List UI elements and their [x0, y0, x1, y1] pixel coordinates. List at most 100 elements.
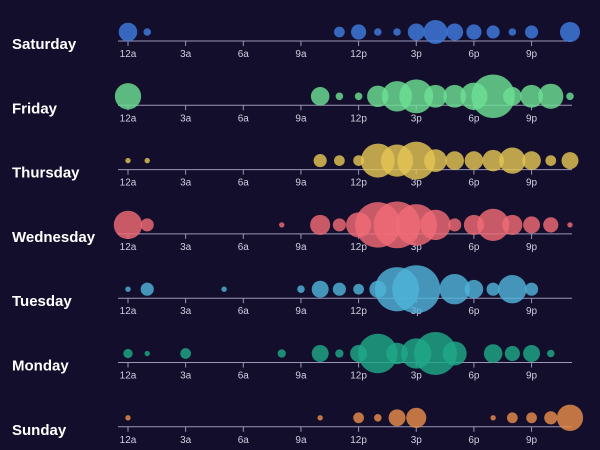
- bubble-monday-h8[interactable]: [277, 349, 286, 358]
- bubble-thursday-h10[interactable]: [313, 154, 327, 168]
- bubble-tuesday-h17[interactable]: [439, 274, 470, 305]
- bubble-friday-h12[interactable]: [354, 92, 363, 101]
- bubble-thursday-h11[interactable]: [334, 155, 345, 166]
- bubble-monday-h20[interactable]: [504, 345, 520, 362]
- x-tick-label: 12a: [120, 306, 137, 317]
- bubble-friday-h10[interactable]: [310, 87, 330, 106]
- bubble-wednesday-h11[interactable]: [332, 218, 346, 232]
- bubble-tuesday-h20[interactable]: [498, 275, 527, 304]
- x-tick-label: 3a: [180, 371, 192, 382]
- bubble-monday-h10[interactable]: [311, 345, 329, 362]
- bubble-monday-h21[interactable]: [523, 345, 541, 362]
- bubble-saturday-h21[interactable]: [524, 25, 539, 39]
- bubble-sunday-h14[interactable]: [388, 409, 406, 427]
- x-tick-label: 12p: [350, 178, 367, 189]
- bubble-saturday-h23[interactable]: [559, 21, 581, 43]
- bubble-wednesday-h0[interactable]: [113, 210, 143, 240]
- x-tick-label: 3a: [180, 306, 192, 317]
- bubble-wednesday-h1[interactable]: [140, 218, 154, 232]
- bubble-wednesday-h22[interactable]: [543, 217, 559, 233]
- bubble-wednesday-h21[interactable]: [523, 216, 541, 234]
- bubble-saturday-h16[interactable]: [423, 20, 448, 44]
- bubble-saturday-h19[interactable]: [486, 25, 500, 39]
- bubble-friday-h17[interactable]: [443, 84, 467, 108]
- bubble-wednesday-h23[interactable]: [567, 222, 573, 228]
- x-tick-label: 6a: [238, 306, 250, 317]
- bubble-monday-h0[interactable]: [123, 348, 133, 359]
- bubble-saturday-h13[interactable]: [374, 28, 382, 36]
- bubble-thursday-h20[interactable]: [499, 147, 526, 174]
- bubble-thursday-h21[interactable]: [522, 151, 541, 170]
- bubble-sunday-h19[interactable]: [490, 415, 496, 421]
- bubble-tuesday-h12[interactable]: [353, 283, 364, 295]
- bubble-monday-h17[interactable]: [442, 341, 467, 366]
- x-tick-label: 6p: [468, 435, 480, 446]
- bubble-friday-h21[interactable]: [520, 84, 543, 108]
- bubble-tuesday-h0[interactable]: [125, 286, 131, 292]
- x-tick-label: 9p: [526, 306, 538, 317]
- bubble-sunday-h22[interactable]: [544, 411, 558, 425]
- bubble-thursday-h0[interactable]: [125, 157, 131, 164]
- bubble-tuesday-h5[interactable]: [221, 286, 227, 292]
- bubble-wednesday-h20[interactable]: [502, 214, 523, 235]
- bubble-saturday-h12[interactable]: [351, 24, 367, 40]
- bubble-sunday-h13[interactable]: [374, 414, 382, 422]
- x-tick-label: 9a: [295, 435, 307, 446]
- bubble-wednesday-h16[interactable]: [420, 209, 451, 241]
- bubble-tuesday-h15[interactable]: [392, 265, 441, 314]
- bubble-monday-h22[interactable]: [546, 349, 555, 358]
- bubble-thursday-h15[interactable]: [397, 141, 436, 180]
- bubble-tuesday-h11[interactable]: [332, 282, 346, 296]
- x-tick-label: 3a: [180, 49, 192, 60]
- bubble-friday-h15[interactable]: [399, 79, 434, 114]
- x-tick-label: 6p: [468, 306, 480, 317]
- bubble-friday-h11[interactable]: [335, 92, 344, 101]
- bubble-tuesday-h19[interactable]: [486, 282, 500, 296]
- bubble-saturday-h17[interactable]: [446, 23, 464, 41]
- bubble-thursday-h17[interactable]: [445, 151, 464, 170]
- bubble-sunday-h21[interactable]: [526, 412, 537, 424]
- bubble-tuesday-h18[interactable]: [464, 279, 484, 299]
- bubble-thursday-h16[interactable]: [424, 149, 447, 172]
- bubble-thursday-h23[interactable]: [561, 152, 579, 170]
- bubble-monday-h19[interactable]: [483, 344, 503, 363]
- bubble-friday-h20[interactable]: [503, 87, 522, 106]
- bubble-saturday-h0[interactable]: [118, 22, 138, 42]
- bubble-saturday-h1[interactable]: [143, 28, 152, 36]
- bubble-monday-h1[interactable]: [144, 350, 150, 357]
- bubble-wednesday-h10[interactable]: [310, 214, 331, 235]
- bubble-thursday-h18[interactable]: [464, 151, 484, 170]
- bubble-sunday-h10[interactable]: [317, 415, 323, 421]
- bubble-saturday-h18[interactable]: [466, 24, 482, 40]
- bubble-saturday-h14[interactable]: [393, 28, 401, 36]
- bubble-wednesday-h17[interactable]: [448, 218, 462, 232]
- bubble-monday-h3[interactable]: [180, 348, 192, 359]
- bubble-sunday-h12[interactable]: [353, 412, 364, 424]
- bubble-friday-h16[interactable]: [424, 84, 447, 108]
- bubble-wednesday-h19[interactable]: [477, 208, 510, 241]
- bubble-tuesday-h21[interactable]: [524, 282, 539, 296]
- bubble-friday-h23[interactable]: [566, 92, 574, 101]
- bubble-friday-h22[interactable]: [538, 83, 564, 109]
- bubble-wednesday-h8[interactable]: [279, 222, 285, 228]
- bubble-sunday-h20[interactable]: [506, 412, 518, 424]
- bubble-sunday-h23[interactable]: [556, 404, 584, 431]
- bubble-thursday-h1[interactable]: [144, 157, 150, 164]
- bubble-tuesday-h9[interactable]: [297, 285, 305, 293]
- bubble-saturday-h20[interactable]: [508, 28, 517, 36]
- bubble-tuesday-h10[interactable]: [311, 280, 329, 298]
- bubble-saturday-h15[interactable]: [407, 23, 425, 41]
- bubble-sunday-h15[interactable]: [406, 407, 427, 428]
- bubble-sunday-h0[interactable]: [125, 415, 131, 421]
- bubble-saturday-h11[interactable]: [334, 26, 345, 38]
- bubble-tuesday-h1[interactable]: [140, 282, 154, 296]
- bubble-thursday-h19[interactable]: [482, 149, 504, 172]
- bubble-monday-h16[interactable]: [414, 332, 457, 375]
- bubble-monday-h11[interactable]: [335, 349, 344, 358]
- bubble-friday-h0[interactable]: [114, 83, 142, 110]
- bubble-monday-h13[interactable]: [358, 333, 398, 374]
- day-label: Tuesday: [12, 293, 72, 310]
- bubble-thursday-h22[interactable]: [545, 155, 557, 166]
- bubble-friday-h19[interactable]: [471, 74, 515, 119]
